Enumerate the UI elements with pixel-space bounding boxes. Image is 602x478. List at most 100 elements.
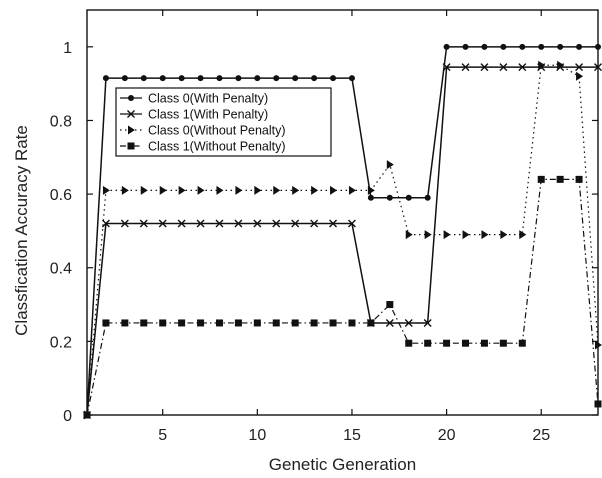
data-point — [196, 219, 205, 228]
data-point — [556, 175, 564, 183]
data-point — [557, 60, 565, 70]
data-point — [461, 63, 470, 72]
data-point — [595, 340, 602, 350]
data-point — [273, 185, 281, 195]
data-point — [481, 230, 489, 240]
data-point — [500, 43, 507, 50]
series-3 — [84, 60, 602, 420]
data-point — [538, 60, 546, 70]
data-point — [102, 319, 110, 327]
data-point — [140, 75, 147, 82]
data-point — [330, 75, 337, 82]
legend-marker — [128, 95, 134, 101]
data-point — [424, 339, 432, 347]
data-point — [575, 175, 583, 183]
data-point — [121, 185, 129, 195]
legend-label: Class 0(Without Penalty) — [148, 124, 286, 138]
series-line — [86, 178, 599, 416]
y-tick-label: 0.6 — [50, 187, 72, 204]
data-point — [499, 339, 507, 347]
data-point — [500, 230, 508, 240]
data-point — [518, 339, 526, 347]
data-point — [443, 43, 450, 50]
data-point — [557, 43, 564, 50]
data-point — [292, 75, 299, 82]
data-point — [272, 219, 281, 228]
data-point — [234, 319, 242, 327]
data-point — [139, 219, 148, 228]
data-point — [140, 319, 148, 327]
data-point — [235, 75, 242, 82]
data-point — [102, 75, 109, 82]
data-point — [158, 219, 167, 228]
data-point — [253, 319, 261, 327]
x-axis-label: Genetic Generation — [269, 455, 416, 474]
data-point — [215, 319, 223, 327]
data-point — [367, 194, 374, 201]
legend: Class 0(With Penalty) Class 1(With Penalt… — [115, 87, 332, 157]
data-point — [424, 230, 432, 240]
data-point — [235, 185, 243, 195]
legend-label: Class 1(With Penalty) — [148, 108, 268, 122]
legend-marker — [127, 142, 135, 150]
data-point — [121, 75, 128, 82]
data-point — [386, 194, 393, 201]
data-point — [311, 185, 319, 195]
data-point — [405, 339, 413, 347]
legend-marker — [128, 125, 135, 135]
data-point — [462, 339, 470, 347]
data-point — [330, 185, 338, 195]
data-point — [348, 319, 356, 327]
data-point — [367, 319, 375, 327]
x-tick-label: 25 — [532, 427, 550, 444]
data-point — [595, 43, 601, 50]
data-point — [348, 75, 355, 82]
series-4 — [83, 175, 602, 419]
data-point — [462, 43, 469, 50]
data-point — [178, 319, 186, 327]
x-tick-label: 5 — [158, 427, 167, 444]
data-point — [254, 75, 261, 82]
data-point — [423, 318, 432, 327]
data-point — [310, 219, 319, 228]
data-point — [480, 339, 488, 347]
data-point — [216, 75, 223, 82]
data-point — [159, 75, 166, 82]
data-point — [347, 219, 356, 228]
data-point — [120, 219, 129, 228]
y-axis-label: Classfication Accuracy Rate — [12, 125, 31, 336]
data-point — [518, 63, 527, 72]
data-point — [310, 319, 318, 327]
y-tick-label: 0 — [63, 408, 72, 425]
data-point — [537, 175, 545, 183]
axes: 5 10 15 20 25 0 0.2 0.4 0.6 0.8 1 — [50, 9, 599, 444]
data-point — [311, 75, 318, 82]
y-tick-label: 0.4 — [50, 261, 72, 278]
data-point — [576, 43, 583, 50]
legend-box — [115, 87, 332, 157]
legend-marker — [127, 110, 135, 118]
data-point — [499, 63, 508, 72]
data-point — [481, 43, 488, 50]
data-point — [178, 185, 186, 195]
data-point — [442, 63, 451, 72]
data-point — [291, 319, 299, 327]
data-point — [292, 185, 300, 195]
data-point — [519, 43, 526, 50]
data-point — [273, 75, 280, 82]
data-point — [178, 75, 185, 82]
data-point — [329, 319, 337, 327]
data-point — [443, 339, 451, 347]
data-point — [443, 230, 451, 240]
data-point — [519, 230, 527, 240]
data-point — [215, 219, 224, 228]
data-point — [177, 219, 186, 228]
x-tick-label: 15 — [343, 427, 361, 444]
data-point — [480, 63, 489, 72]
data-point — [197, 319, 205, 327]
data-point — [102, 185, 110, 195]
data-point — [594, 63, 602, 72]
series-line — [86, 46, 598, 416]
legend-label: Class 1(Without Penalty) — [148, 140, 286, 154]
x-tick-label: 20 — [438, 427, 456, 444]
